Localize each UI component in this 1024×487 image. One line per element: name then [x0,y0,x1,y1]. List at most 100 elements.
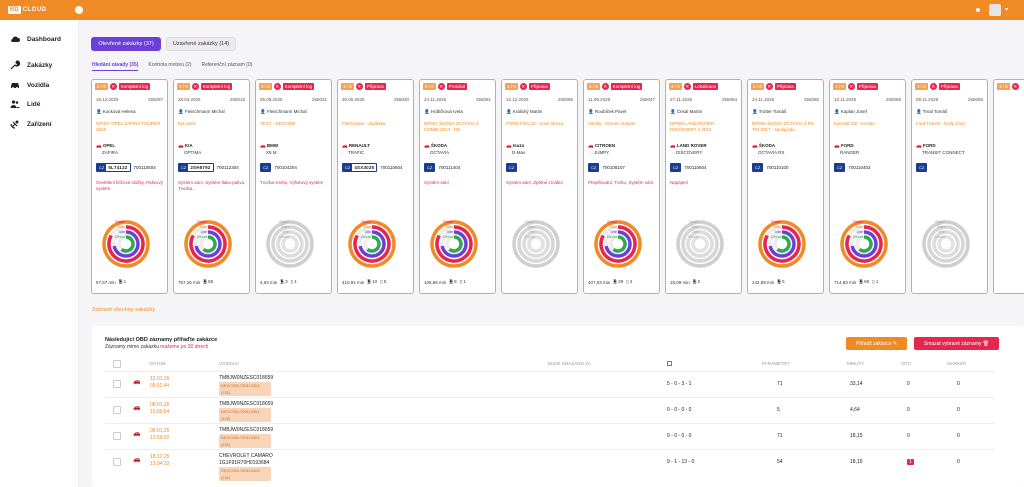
legend-label-idle: Idle [447,229,454,234]
order-card[interactable]: 1 / 6 ✕ Příprava 09.11.2025 255066 👤 Trnal To… [911,79,988,294]
close-icon[interactable]: ✕ [109,83,117,90]
order-card[interactable]: 1 / 6 ✕ Příprava 10.11.2025 255068 👤 Kaplan J… [829,79,906,294]
order-card[interactable]: 2 / 6 ✕ Kompletní log 28.04.2025 255015 👤 Fle… [173,79,250,294]
marker-count: ▯ 5 [380,279,387,284]
vehicle-vin: TMBJW0NZESC018659 [219,427,274,433]
minutes-total: 18,09 min [670,279,690,285]
max-ring [189,225,227,263]
close-icon[interactable]: ✕ [601,83,609,90]
device-tag: DEVCOM-700112301 (131) [219,434,272,448]
record-time: 09:11:44 [150,383,170,389]
chevron-down-icon[interactable]: ▾ [1005,7,1009,13]
tab-open-orders[interactable]: Otevřené zakázky (37) [91,37,161,51]
order-cards-row: 2 / 6 ✕ Kompletní log 16.12.2025 255097 👤 Koc… [91,79,1024,295]
idle-ring [850,230,878,258]
sidebar-item-zarizeni[interactable]: Zařízení [10,118,52,130]
close-icon[interactable]: ✕ [355,83,363,90]
order-title[interactable]: TEST - DEVCOM [260,121,296,126]
assign-order-button[interactable]: Přiřadit zakázce ✎ [846,337,907,350]
logo-text: CLOUD [22,7,47,13]
legend-label-stabil: Stabil [771,219,781,224]
order-card[interactable]: 1 / 6 ✕ Příprava 24.11.2025 255080 👤 Trotter … [747,79,824,294]
order-title[interactable]: DP508 ŠKODA OCTAVIA 3 RS TDI 2017 - spol… [752,121,814,132]
col-dtc: DTC [902,361,912,366]
order-card[interactable]: 6 / 6 ✕ Protokol 24.11.2025 255081 👤 Hrdličko… [419,79,496,294]
order-card[interactable]: 2 / 6 ✕ Kompletní log 05.09.2025 255031 👤 Fle… [255,79,332,294]
order-card[interactable]: 2 / 6 ✕ Kompletní log 16.12.2025 255097 👤 Koc… [91,79,168,294]
close-icon[interactable]: ✕ [191,83,199,90]
show-all-orders-link[interactable]: Zobrazit všechny zakázky [92,307,155,313]
parameters: 71 [777,381,783,387]
top-bar: RD CLOUD ▾ [0,0,1024,20]
close-icon[interactable]: ✕ [765,83,773,90]
fault-description: Napájení [670,180,689,185]
close-icon[interactable]: ✕ [683,83,691,90]
close-icon[interactable]: ✕ [1011,83,1019,90]
main-content: Otevřené zakázky (37) Uzavřené zakázky (… [79,20,1024,487]
sidebar-item-label: Lidé [27,100,41,108]
order-title[interactable]: FORD FOCUS - nové skvrny [506,121,564,126]
order-title[interactable]: DP509 LAND ROVER DISCOVERY 4 2012 [670,121,715,132]
order-title[interactable]: OP407 OPEL ZAFIRA TOURER 2018 [96,121,161,132]
row-checkbox[interactable] [113,432,121,440]
row-checkbox[interactable] [113,458,121,466]
sidebar-toggle-knob[interactable] [74,5,84,15]
obd-records-panel: Následující OBD záznamy přiřaďte zakázce… [92,326,1024,487]
marker-count: 0 [957,459,960,465]
subtab-engine-check[interactable]: Kontrola motoru (2) [148,62,192,68]
sidebar-item-dashboard[interactable]: Dashboard [10,33,61,45]
order-title[interactable]: Kia ceed [178,121,196,126]
progress-badge: 2 / 6 [587,83,600,90]
close-icon[interactable]: ✕ [437,83,445,90]
order-card[interactable]: 1 / 6 ✕ Příprava 12.12.2025 255096 👤 Králický… [501,79,578,294]
plate-country: CZ [507,164,517,171]
record-datetime: 12.01.26 09:11:44 [150,376,169,390]
status-badge: Příprava [364,83,386,90]
order-title[interactable]: Vanilla - Citroen Jumper [588,121,636,126]
assigned-person: 👤 Roubíček Pavel [588,109,627,114]
record-date: 08.01.26 [150,428,170,434]
plate-country: CZ [97,164,107,171]
order-title[interactable]: Ford Transit - tvrdý chod [916,121,965,126]
order-card[interactable]: 1 / 6 ✕ [993,79,1024,294]
order-card[interactable]: 4 / 6 ✕ Lokalizace 27.11.2025 255084 👤 Česal … [665,79,742,294]
order-card[interactable]: 2 / 6 ✕ Kompletní log 11.09.2025 255047 👤 Rou… [583,79,660,294]
tab-closed-orders[interactable]: Uzavřené zakázky (14) [166,37,236,51]
sidebar-item-zakazky[interactable]: Zakázky [10,59,52,71]
order-title[interactable]: Flash team - dodávka [342,121,386,126]
order-number: 255068 [885,97,901,102]
close-icon[interactable]: ✕ [847,83,855,90]
close-icon[interactable]: ✕ [519,83,527,90]
legend-label-idle: Idle [857,229,864,234]
stabil-ring [840,220,888,268]
license-plate: CZ [260,163,272,172]
legend-label-idle: Idle [775,229,782,234]
delete-selected-button[interactable]: Smazat vybrané záznamy 🗑 [914,337,999,350]
avatar[interactable] [989,4,1001,16]
subtab-reference-record[interactable]: Referenční záznam (0) [201,62,253,68]
notification-dot-icon[interactable] [976,8,980,12]
row-checkbox[interactable] [113,406,121,414]
subtab-fault-search[interactable]: Hledání závady (35) [92,62,139,71]
order-card[interactable]: 1 / 6 ✕ Příprava 30.05.2025 255030 Flash team… [337,79,414,294]
assigned-person: 👤 Fleischmann Michal [178,109,225,114]
sidebar-item-lide[interactable]: Lidé [10,98,40,110]
close-icon[interactable]: ✕ [273,83,281,90]
order-date: 16.12.2025 [96,97,119,102]
assigned-person: 👤 Fleischmann Michal [260,109,307,114]
select-all-checkbox[interactable] [113,360,121,368]
legend-label-max: Max [937,224,945,229]
order-title[interactable]: DP507 ŠKODA OCTAVIA 3 COMBI 2014 - RS [424,121,479,132]
close-icon[interactable]: ✕ [929,83,937,90]
row-checkbox[interactable] [113,380,121,388]
logo[interactable]: RD CLOUD [8,5,47,15]
order-title[interactable]: Karosář CZ - Kozlan [834,121,875,126]
table-row[interactable]: 🚗 18.12.25 13:34:33 CHEVROLET CAMARO 1G1F91R… [105,449,995,481]
sidebar-item-vozidla[interactable]: Vozidla [10,79,49,91]
